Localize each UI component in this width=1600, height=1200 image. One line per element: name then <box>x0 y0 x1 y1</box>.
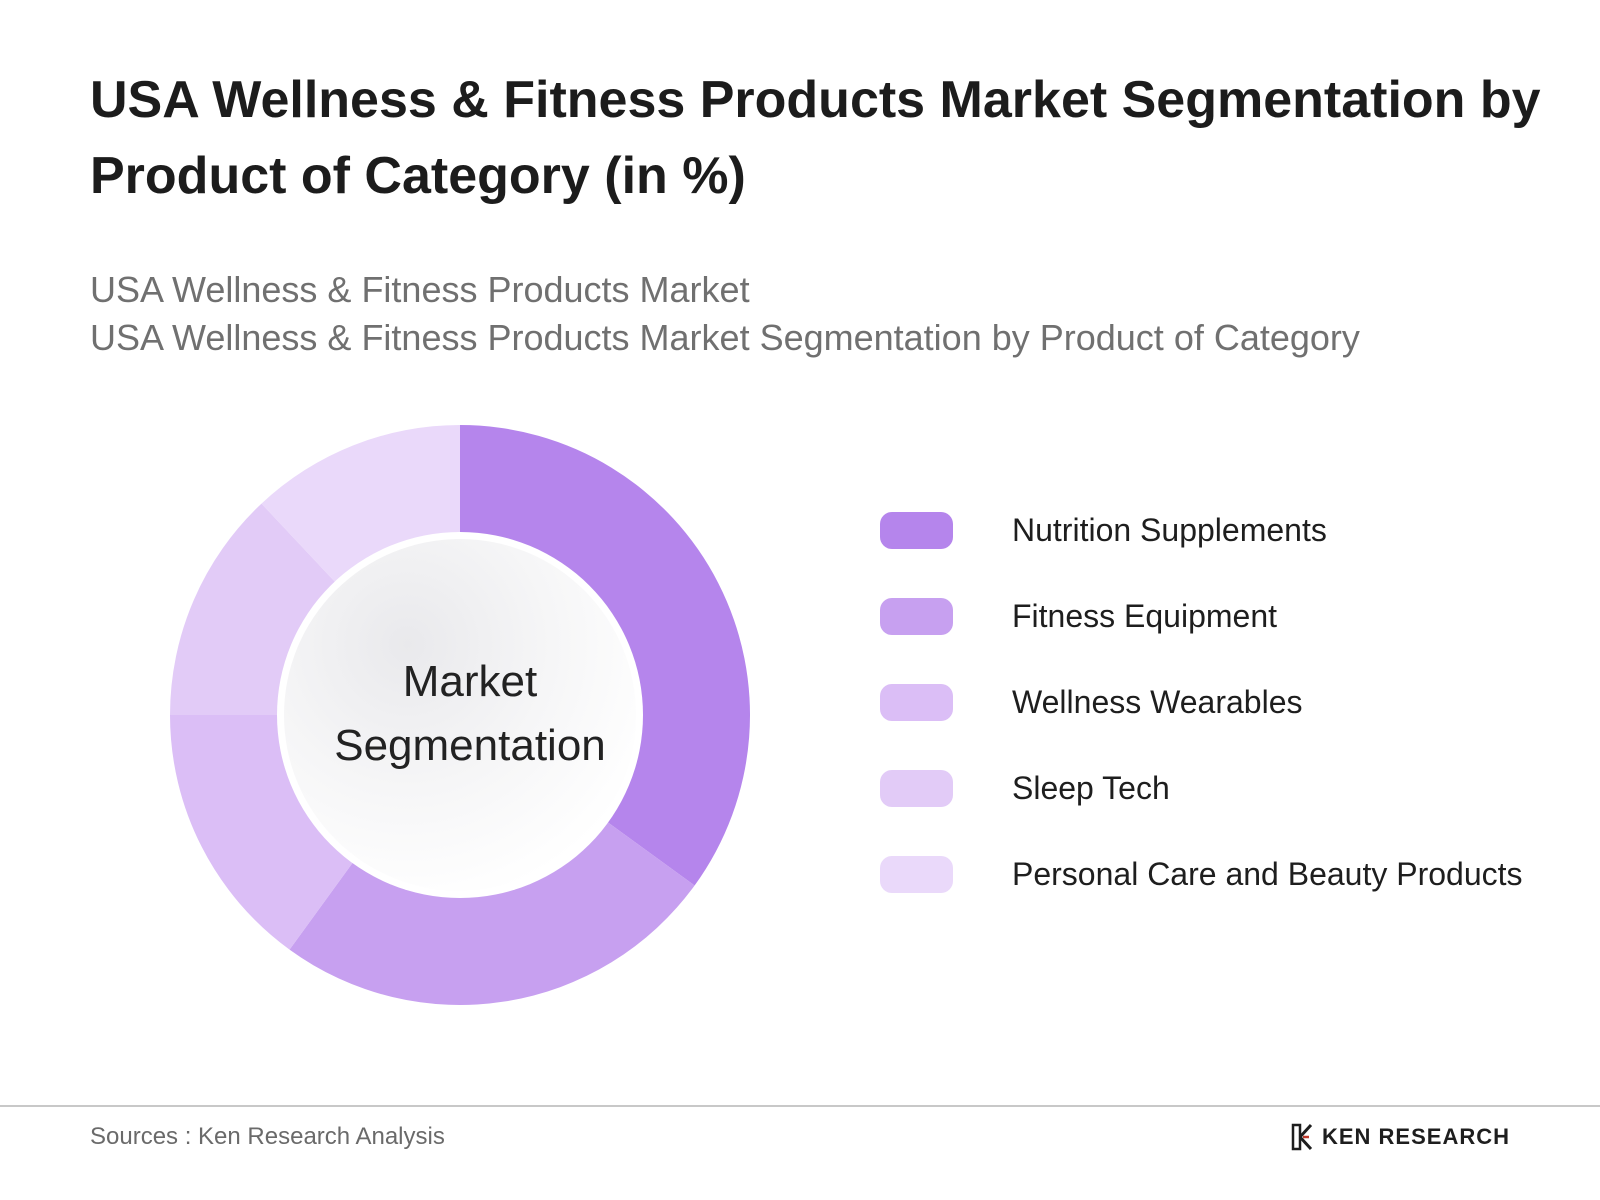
legend-label: Nutrition Supplements <box>1012 512 1327 548</box>
source-note: Sources : Ken Research Analysis <box>90 1123 445 1150</box>
donut-slices <box>170 425 750 1005</box>
center-label-line-1: Market <box>402 657 538 706</box>
legend-item: Nutrition Supplements <box>880 512 1327 598</box>
legend-swatch <box>880 684 953 721</box>
donut-chart <box>170 425 750 1005</box>
chart-title: USA Wellness & Fitness Products Market S… <box>90 71 1541 205</box>
donut-slice-nutrition-supplements <box>460 425 750 886</box>
brand: KEN RESEARCH <box>1290 1122 1510 1152</box>
legend-label: Fitness Equipment <box>1012 598 1278 634</box>
center-label-line-2: Segmentation <box>334 721 606 770</box>
footer-divider <box>0 1105 1600 1107</box>
ken-research-logo-icon <box>1291 1123 1313 1151</box>
donut-slice-sleep-tech <box>170 503 337 715</box>
subtitle-line-1: USA Wellness & Fitness Products Market <box>90 269 750 310</box>
legend-item: Sleep Tech <box>880 770 1170 856</box>
center-disc <box>284 539 636 891</box>
donut-slice-wellness-wearables <box>170 715 355 950</box>
legend-item: Wellness Wearables <box>880 684 1303 770</box>
legend-swatch <box>880 770 953 807</box>
donut-slice-fitness-equipment <box>289 820 695 1005</box>
brand-name: KEN RESEARCH <box>1321 1124 1510 1149</box>
legend-item: Fitness Equipment <box>880 598 1277 684</box>
subtitle-line-2: USA Wellness & Fitness Products Market S… <box>90 317 1360 358</box>
legend-swatch <box>880 856 953 893</box>
legend-label: Sleep Tech <box>1012 770 1170 806</box>
legend-swatch <box>880 598 953 635</box>
chart-subtitle: USA Wellness & Fitness Products Market U… <box>90 266 1550 362</box>
legend-label: Personal Care and Beauty Products <box>1012 856 1523 892</box>
donut-slice-personal-care-and-beauty-products <box>261 425 460 584</box>
center-label: Market Segmentation <box>290 650 650 778</box>
chart-legend: Nutrition Supplements Fitness Equipment … <box>880 512 1523 942</box>
legend-swatch <box>880 512 953 549</box>
legend-item: Personal Care and Beauty Products <box>880 856 1523 942</box>
legend-label: Wellness Wearables <box>1012 684 1303 720</box>
